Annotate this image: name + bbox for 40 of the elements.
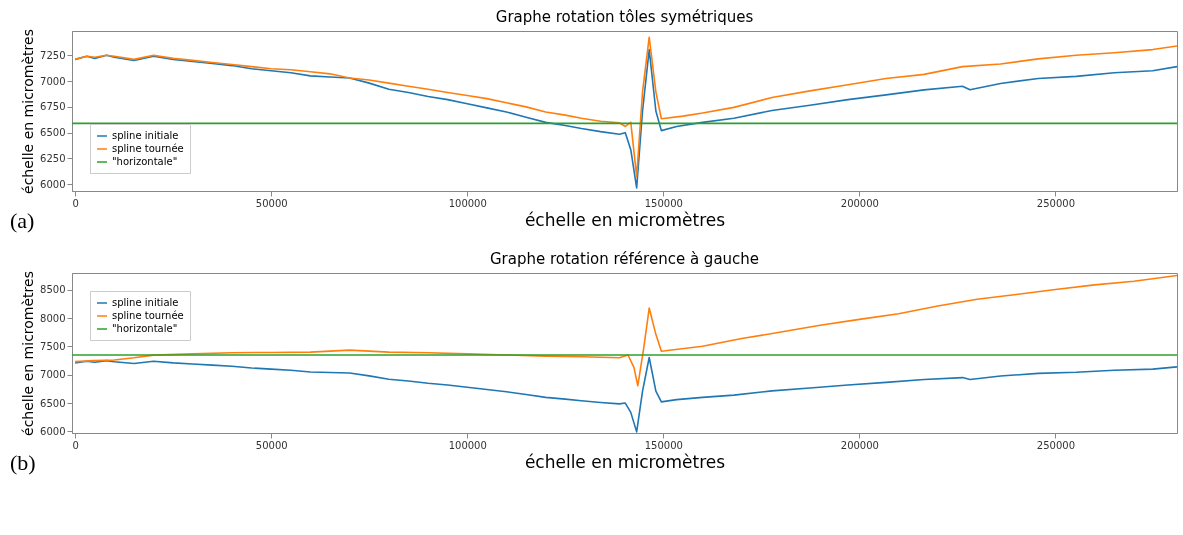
x-tick-label: 100000 (448, 439, 487, 451)
x-tick-label: 200000 (840, 439, 879, 451)
y-tick-label: 8500 (40, 284, 66, 296)
x-axis-title: échelle en micromètres (524, 209, 726, 230)
x-axis-title: échelle en micromètres (524, 451, 726, 472)
legend-label: spline initiale (112, 130, 179, 141)
y-tick-label: 6250 (40, 152, 66, 164)
legend-label: "horizontale" (112, 156, 178, 167)
legend-label: spline initiale (112, 297, 179, 308)
chart-title: Graphe rotation référence à gauche (489, 249, 760, 268)
x-tick-label: 250000 (1036, 439, 1076, 451)
y-tick-label: 6500 (40, 127, 66, 139)
y-tick-label: 8000 (40, 312, 66, 324)
x-tick-label: 150000 (644, 439, 683, 451)
y-tick-label: 6750 (40, 101, 66, 113)
y-tick-label: 7500 (40, 341, 66, 352)
line-series (74, 274, 1177, 387)
y-axis-title: échelle en micromètres (20, 29, 37, 194)
x-tick-label: 0 (72, 439, 79, 451)
y-tick-label: 7250 (40, 49, 66, 61)
x-tick-label: 50000 (255, 197, 288, 209)
text: (a) (10, 208, 35, 233)
legend-label: "horizontale" (112, 323, 178, 334)
x-tick-label: 150000 (644, 197, 683, 209)
x-tick-label: 200000 (840, 197, 879, 209)
legend-label: spline tournée (112, 310, 184, 321)
y-tick-label: 7000 (40, 75, 66, 87)
x-tick-label: 50000 (255, 439, 288, 451)
x-tick-label: 250000 (1036, 197, 1076, 209)
y-axis-title: échelle en micromètres (20, 271, 37, 436)
x-tick-label: 0 (72, 197, 79, 209)
chart-title: Graphe rotation tôles symétriques (495, 7, 754, 26)
legend-label: spline tournée (112, 143, 184, 154)
y-tick-label: 7000 (40, 369, 66, 381)
line-series (74, 36, 1177, 178)
text: (b) (10, 450, 36, 475)
y-tick-label: 6500 (40, 397, 66, 409)
x-tick-label: 100000 (448, 197, 487, 209)
y-tick-label: 6000 (40, 178, 66, 190)
y-tick-label: 6000 (40, 425, 66, 437)
